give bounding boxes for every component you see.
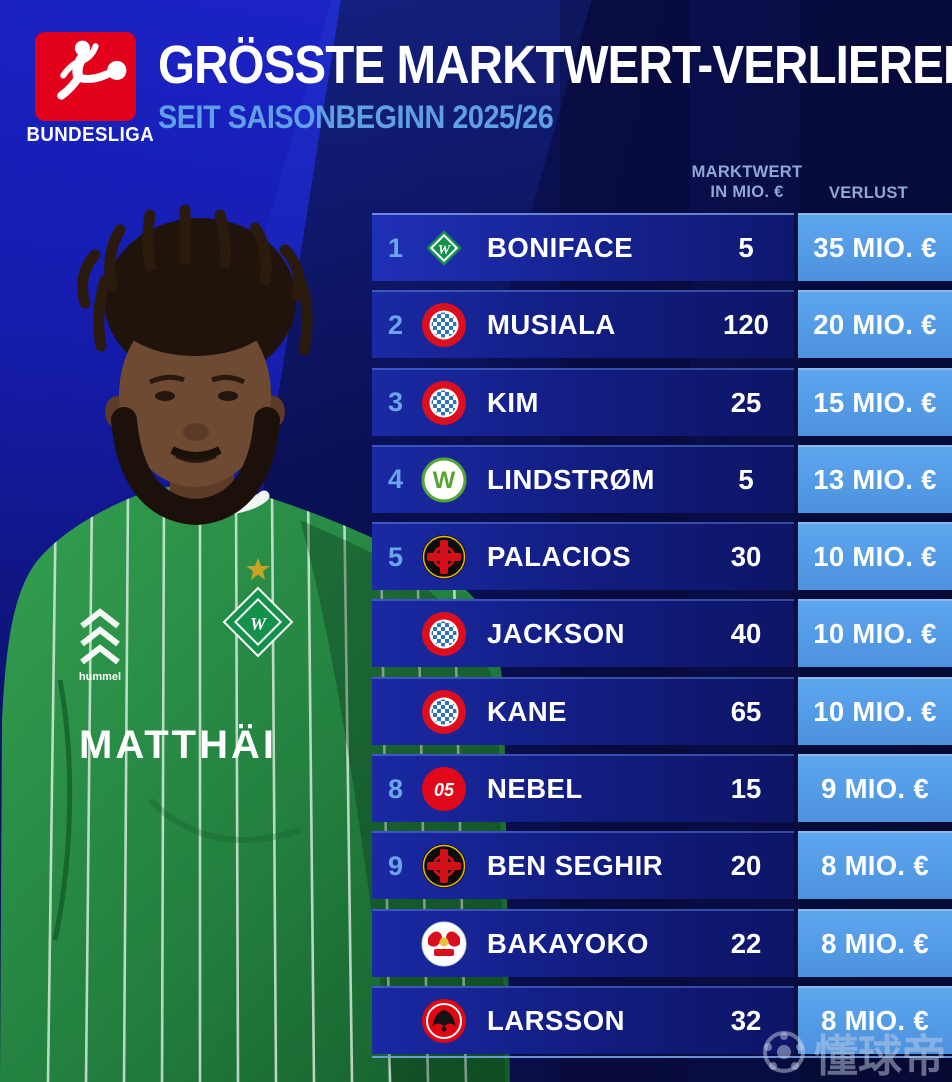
rank: 8 (387, 773, 404, 804)
hummel-logo-icon (80, 608, 120, 665)
table-row: 4 LINDSTRØM 5 13 MIO. € (372, 444, 952, 513)
table-row: 3 KIM 25 15 MIO. € (372, 367, 952, 436)
table-row: BAKAYOKO 22 8 MIO. € (372, 908, 952, 977)
cell-divider (794, 599, 798, 668)
market-value: 30 (730, 541, 762, 573)
jersey-sponsor-text: MATTHÄI (79, 723, 277, 767)
cell-divider (794, 367, 798, 436)
rank: 5 (387, 541, 404, 572)
loss-value: 35 MIO. € (798, 213, 952, 281)
loss-value: 10 MIO. € (798, 522, 952, 591)
cell-divider (794, 522, 798, 591)
club-badge-werder-bremen-icon (421, 225, 467, 271)
cell-divider (794, 754, 798, 823)
club-badge-rb-leipzig-icon (421, 921, 467, 967)
player-name: BONIFACE (487, 232, 634, 263)
club-badge-bayern-muenchen-icon (421, 611, 467, 657)
cell-divider (794, 676, 798, 745)
rank: 4 (387, 464, 404, 495)
loss-value: 9 MIO. € (798, 754, 952, 823)
market-value: 65 (730, 695, 762, 727)
rank: 2 (387, 309, 404, 340)
player-name: MUSIALA (487, 309, 616, 341)
club-badge-mainz-icon (421, 766, 467, 812)
table-row: KANE 65 10 MIO. € (372, 676, 952, 745)
player-head (77, 204, 313, 526)
table-row: JACKSON 40 10 MIO. € (372, 599, 952, 668)
football-icon (760, 1028, 808, 1076)
player-name: LARSSON (487, 1004, 625, 1036)
jersey-club-badge-icon: W (222, 586, 294, 658)
club-badge-leverkusen-icon (421, 534, 467, 580)
column-header-marktwert: MARKTWERT IN MIO. € (691, 163, 803, 201)
loss-value: 8 MIO. € (798, 985, 952, 1054)
market-value: 32 (730, 1004, 762, 1036)
cell-divider (794, 985, 798, 1054)
player-name: LINDSTRØM (487, 463, 655, 495)
cell-divider (794, 444, 798, 513)
market-value: 22 (730, 927, 762, 959)
player-name: BEN SEGHIR (487, 850, 664, 882)
club-badge-wolfsburg-icon (421, 457, 467, 503)
rank: 1 (387, 232, 404, 263)
table-row: 1 BONIFACE 5 35 MIO. € (372, 213, 952, 281)
cell-divider (794, 290, 798, 359)
rank: 9 (387, 850, 404, 881)
page-subtitle: SEIT SAISONBEGINN 2025/26 (158, 99, 554, 135)
player-name: JACKSON (487, 618, 625, 650)
player-name: BAKAYOKO (487, 927, 649, 959)
watermark-text: 懂球帝 (814, 1032, 946, 1081)
market-value: 20 (730, 850, 762, 882)
table-row: 9 BEN SEGHIR 20 8 MIO. € (372, 831, 952, 900)
market-value: 15 (730, 773, 762, 805)
gold-star-icon (246, 558, 270, 580)
cell-divider (794, 908, 798, 977)
watermark: 懂球帝 (760, 1020, 946, 1082)
loss-value: 15 MIO. € (798, 367, 952, 436)
table-row: LARSSON 32 8 MIO. € (372, 985, 952, 1054)
club-badge-bayern-muenchen-icon (421, 380, 467, 426)
market-value: 40 (730, 618, 762, 650)
player-name: KANE (487, 695, 567, 727)
cell-divider (794, 213, 798, 281)
page-title: GRÖSSTE MARKTWERT-VERLIERER (158, 35, 952, 95)
player-name: NEBEL (487, 773, 583, 805)
loss-value: 8 MIO. € (798, 908, 952, 977)
loss-value: 10 MIO. € (798, 599, 952, 668)
column-header-verlust: VERLUST (828, 184, 909, 202)
bundesliga-logo-icon (35, 32, 136, 121)
loss-value: 20 MIO. € (798, 290, 952, 359)
jersey-brand-text: hummel (79, 671, 121, 683)
table-row: 2 MUSIALA 120 20 MIO. € (372, 290, 952, 359)
market-value: 5 (738, 232, 754, 263)
club-badge-bayern-muenchen-icon (421, 302, 467, 348)
market-value: 5 (738, 463, 754, 495)
loss-value: 13 MIO. € (798, 444, 952, 513)
player-name: PALACIOS (487, 541, 632, 573)
market-value: 25 (730, 386, 762, 418)
league-name: BUNDESLIGA (26, 124, 155, 146)
cell-divider (794, 831, 798, 900)
market-value: 120 (723, 309, 769, 341)
club-badge-leverkusen-icon (421, 843, 467, 889)
table-row: 5 PALACIOS 30 10 MIO. € (372, 522, 952, 591)
club-badge-eintracht-frankfurt-icon (421, 998, 467, 1044)
player-name: KIM (487, 386, 539, 418)
svg-text:W: W (250, 614, 268, 634)
club-badge-bayern-muenchen-icon (421, 689, 467, 735)
table-row: 8 NEBEL 15 9 MIO. € (372, 754, 952, 823)
ranking-table: 1 BONIFACE 5 35 MIO. € 2 MUSIALA 120 20 … (372, 213, 952, 1063)
table-bottom-line (372, 1056, 952, 1058)
loss-value: 10 MIO. € (798, 676, 952, 745)
loss-value: 8 MIO. € (798, 831, 952, 900)
rank: 3 (387, 387, 404, 418)
